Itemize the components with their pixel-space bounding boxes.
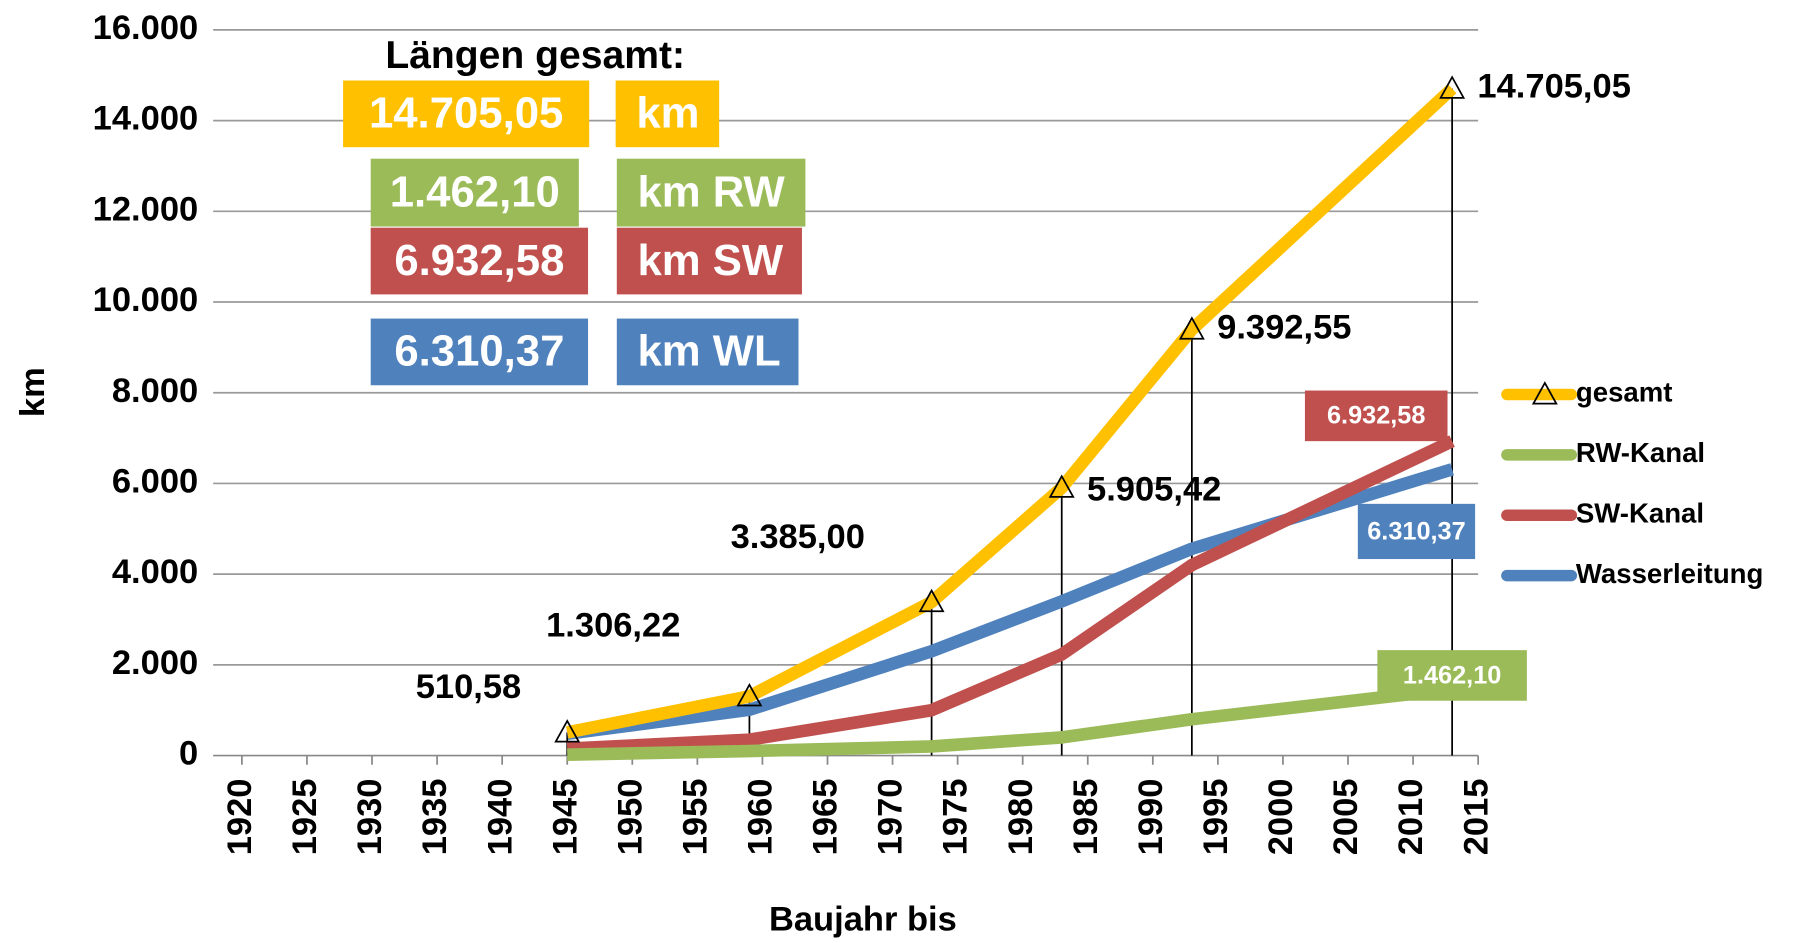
x-tick-label: 1940: [481, 779, 519, 856]
legend-label: RW-Kanal: [1576, 437, 1705, 468]
x-tick-label: 1920: [221, 779, 259, 856]
summary-value: 6.932,58: [394, 236, 564, 285]
legend-label: gesamt: [1576, 377, 1673, 408]
x-tick-label: 1955: [676, 779, 714, 856]
summary-unit: km RW: [638, 167, 786, 216]
x-tick-label: 1980: [1002, 779, 1040, 856]
y-axis-title: km: [14, 367, 52, 417]
x-tick-label: 1935: [416, 779, 454, 856]
y-tick-label: 10.000: [93, 281, 199, 319]
x-tick-label: 2015: [1457, 779, 1495, 856]
y-tick-label: 6.000: [112, 463, 198, 501]
summary-unit: km: [636, 89, 699, 138]
summary-value: 1.462,10: [390, 167, 560, 216]
data-label: 1.462,10: [1403, 661, 1501, 689]
x-tick-label: 2000: [1262, 779, 1300, 856]
x-tick-label: 1945: [546, 779, 584, 856]
x-tick-label: 1990: [1132, 779, 1170, 856]
x-tick-label: 1930: [351, 779, 389, 856]
x-tick-label: 1965: [807, 779, 845, 856]
summary-unit: km WL: [638, 327, 781, 376]
summary-title: Längen gesamt:: [385, 34, 685, 77]
summary-value: 6.310,37: [394, 327, 564, 376]
y-tick-label: 2.000: [112, 644, 198, 682]
x-tick-label: 2010: [1392, 779, 1430, 856]
chart: km Baujahr bis Längen gesamt: 0 2.000 4.00…: [0, 0, 1804, 943]
y-tick-label: 16.000: [93, 9, 199, 47]
data-label: 6.932,58: [1327, 402, 1425, 430]
y-tick-label: 12.000: [93, 190, 199, 228]
data-label: 510,58: [416, 668, 522, 706]
x-tick-label: 1975: [937, 779, 975, 856]
x-tick-label: 1970: [872, 779, 910, 856]
x-tick-label: 1925: [286, 779, 324, 856]
x-tick-label: 1985: [1067, 779, 1105, 856]
y-tick-label: 0: [179, 735, 198, 773]
y-tick-label: 8.000: [112, 372, 198, 410]
y-tick-label: 4.000: [112, 553, 198, 591]
data-label: 14.705,05: [1477, 68, 1630, 106]
x-tick-label: 1995: [1197, 779, 1235, 856]
x-tick-label: 1950: [611, 779, 649, 856]
data-label: 9.392,55: [1217, 309, 1351, 347]
x-axis-title: Baujahr bis: [769, 900, 957, 938]
summary-unit: km SW: [638, 236, 784, 285]
x-tick-label: 1960: [742, 779, 780, 856]
legend-label: SW-Kanal: [1576, 497, 1704, 528]
summary-value: 14.705,05: [369, 89, 563, 138]
data-label: 6.310,37: [1367, 517, 1465, 545]
legend-label: Wasserleitung: [1576, 558, 1763, 589]
data-label: 5.905,42: [1087, 470, 1221, 508]
data-label: 3.385,00: [731, 518, 865, 556]
y-tick-label: 14.000: [93, 100, 199, 138]
data-label: 1.306,22: [546, 606, 680, 644]
x-tick-label: 2005: [1327, 779, 1365, 856]
